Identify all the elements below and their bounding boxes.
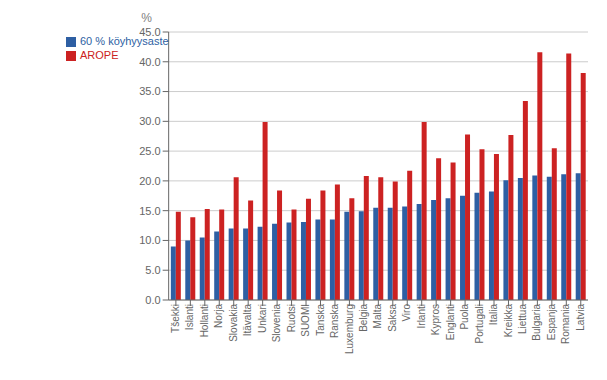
svg-text:Islanti: Islanti <box>184 304 195 330</box>
svg-text:Tanska: Tanska <box>315 304 326 336</box>
svg-text:Liettua: Liettua <box>517 304 528 334</box>
svg-text:Luxemburg: Luxemburg <box>344 304 355 354</box>
svg-text:Irlanti: Irlanti <box>416 304 427 328</box>
svg-text:Romania: Romania <box>560 304 571 344</box>
svg-text:Portugali: Portugali <box>474 304 485 343</box>
svg-text:25.0: 25.0 <box>139 145 160 157</box>
svg-text:Kypros: Kypros <box>430 304 441 335</box>
svg-text:Latvia: Latvia <box>575 304 586 331</box>
svg-text:Slovenia: Slovenia <box>271 304 282 343</box>
svg-text:Englanti: Englanti <box>445 304 456 340</box>
svg-text:Kreikka: Kreikka <box>503 304 514 338</box>
svg-text:10.0: 10.0 <box>139 234 160 246</box>
svg-text:Norja: Norja <box>213 304 224 328</box>
svg-text:Slovakia: Slovakia <box>228 304 239 342</box>
svg-text:15.0: 15.0 <box>139 205 160 217</box>
svg-text:35.0: 35.0 <box>139 85 160 97</box>
svg-text:Viro: Viro <box>401 304 412 322</box>
svg-text:Italia: Italia <box>488 304 499 326</box>
svg-text:Puola: Puola <box>459 304 470 330</box>
svg-text:Espanja: Espanja <box>546 304 557 341</box>
svg-text:45.0: 45.0 <box>139 26 160 38</box>
svg-text:Ruotsi: Ruotsi <box>286 304 297 332</box>
svg-text:5.0: 5.0 <box>145 264 160 276</box>
svg-text:Saksa: Saksa <box>387 304 398 332</box>
svg-text:Hollanti: Hollanti <box>199 304 210 337</box>
html-text:60 % köyhyysaste: 60 % köyhyysaste <box>80 35 169 47</box>
svg-text:SUOMI: SUOMI <box>300 304 311 337</box>
html-text:AROPE: AROPE <box>80 49 119 61</box>
svg-text:Itävalta: Itävalta <box>242 304 253 337</box>
svg-text:20.0: 20.0 <box>139 175 160 187</box>
svg-text:Unkari: Unkari <box>257 304 268 333</box>
svg-text:%: % <box>141 11 152 25</box>
svg-text:Bulgaria: Bulgaria <box>531 304 542 341</box>
svg-text:0.0: 0.0 <box>145 294 160 306</box>
svg-text:30.0: 30.0 <box>139 115 160 127</box>
svg-text:Tšekki: Tšekki <box>170 304 181 333</box>
svg-text:40.0: 40.0 <box>139 56 160 68</box>
svg-text:Malta: Malta <box>372 304 383 329</box>
svg-text:Belgia: Belgia <box>358 304 369 332</box>
svg-text:Ranska: Ranska <box>329 304 340 338</box>
